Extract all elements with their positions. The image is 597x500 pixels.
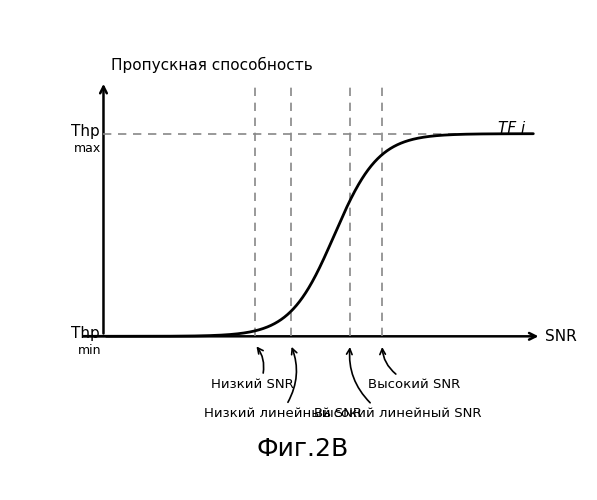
Text: Thp: Thp <box>71 326 100 341</box>
Text: Низкий линейный SNR: Низкий линейный SNR <box>204 408 362 420</box>
Text: SNR: SNR <box>545 329 577 344</box>
Text: Низкий SNR: Низкий SNR <box>211 378 294 392</box>
Text: min: min <box>78 344 101 358</box>
Text: Высокий линейный SNR: Высокий линейный SNR <box>314 408 482 420</box>
Text: Фиг.2B: Фиг.2B <box>256 438 349 462</box>
Text: TF i: TF i <box>497 121 525 136</box>
Text: Пропускная способность: Пропускная способность <box>112 57 313 73</box>
Text: Thp: Thp <box>71 124 100 138</box>
Text: max: max <box>74 142 101 154</box>
Text: Высокий SNR: Высокий SNR <box>368 378 460 392</box>
